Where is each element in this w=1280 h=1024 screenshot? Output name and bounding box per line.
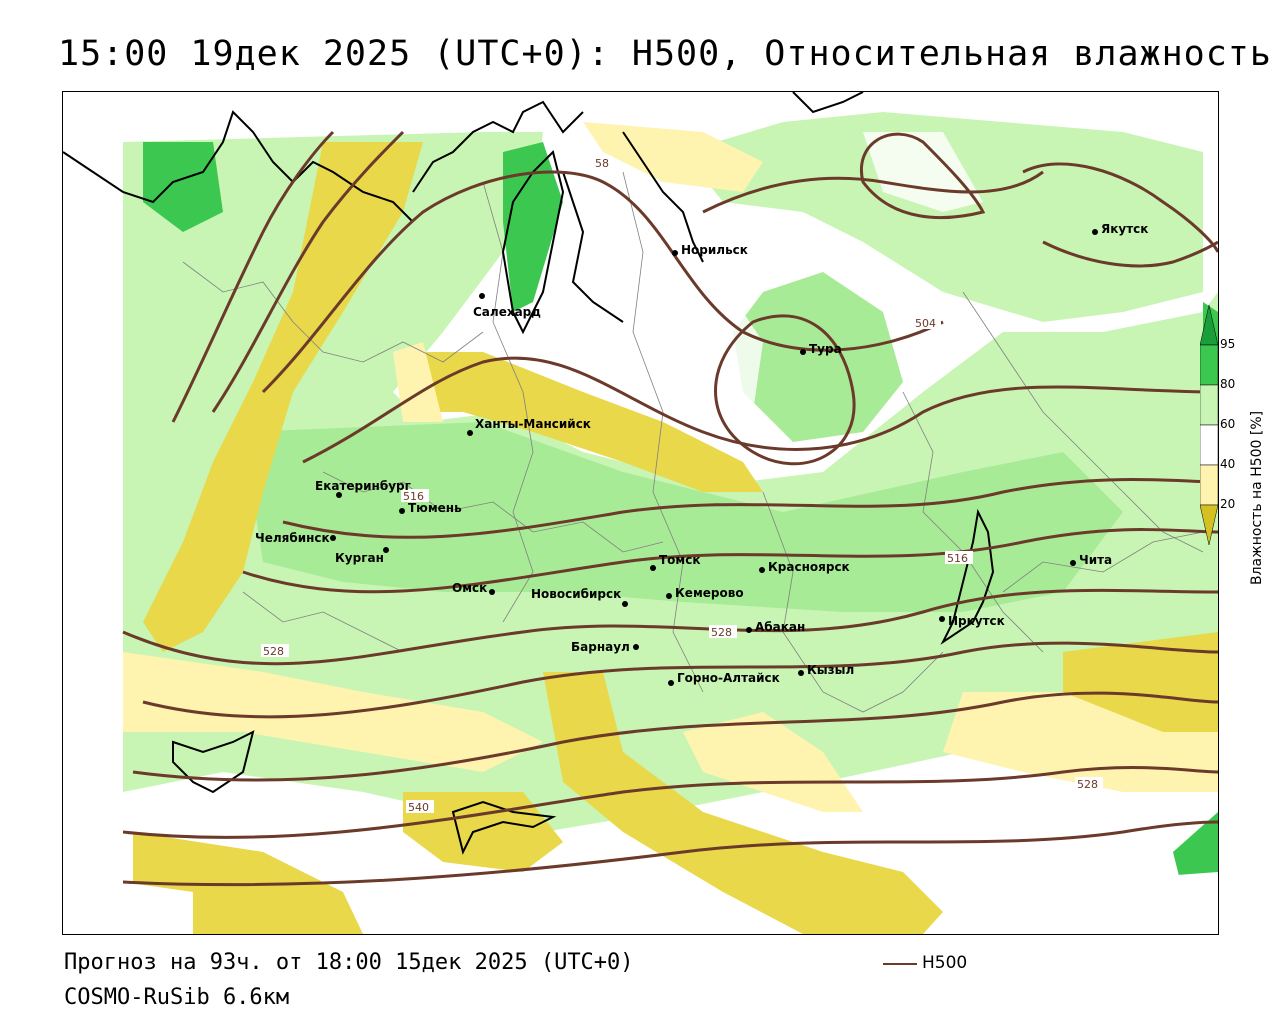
colorbar-svg: [1200, 305, 1218, 545]
contour-label: 528: [1077, 778, 1098, 791]
colorbar-title: Влажность на H500 [%]: [1249, 410, 1265, 585]
city-label: Чита: [1079, 553, 1112, 567]
city-label: Кемерово: [675, 586, 744, 600]
h500-legend-label: H500: [922, 953, 968, 973]
region-borders: [182, 171, 1204, 713]
contour-label: 540: [408, 801, 429, 814]
contour-label: 504: [915, 317, 936, 330]
city-markers: Норильск Якутск Салехард Тура Ханты-Манс…: [255, 222, 1148, 686]
contour-label: 516: [947, 552, 968, 565]
colorbar-tick-40: 40: [1220, 457, 1236, 471]
city-label: Салехард: [473, 305, 541, 319]
map-area[interactable]: 504 516 516 528 528 528 540 58 Норильск …: [62, 91, 1219, 935]
coastline: [63, 92, 995, 855]
city-label: Горно-Алтайск: [677, 671, 780, 685]
map-svg: 504 516 516 528 528 528 540 58 Норильск …: [63, 92, 1218, 934]
contour-label: 58: [595, 157, 609, 170]
city-label: Абакан: [755, 620, 805, 634]
city-label: Якутск: [1101, 222, 1148, 236]
city-label: Ханты-Мансийск: [475, 417, 591, 431]
city-label: Норильск: [681, 243, 748, 257]
colorbar-tick-60: 60: [1220, 417, 1236, 431]
city-label: Томск: [659, 553, 701, 567]
city-label: Тюмень: [408, 501, 462, 515]
city-label: Барнаул: [571, 640, 630, 654]
city-label: Иркутск: [948, 614, 1005, 628]
city-label: Кызыл: [807, 663, 854, 677]
colorbar-tick-80: 80: [1220, 377, 1236, 391]
city-label: Омск: [452, 581, 487, 595]
city-label: Челябинск: [255, 531, 330, 545]
city-label: Екатеринбург: [315, 479, 411, 493]
h500-legend-line: [883, 963, 917, 965]
contour-label: 528: [711, 626, 732, 639]
colorbar-tick-20: 20: [1220, 497, 1236, 511]
city-label: Тура: [809, 342, 842, 356]
model-name: COSMO-RuSib 6.6км: [64, 985, 290, 1010]
h500-contours: [122, 130, 1218, 887]
contour-labels: 504 516 516 528 528 528 540 58: [261, 156, 1103, 814]
contour-label: 516: [403, 490, 424, 503]
contour-label: 528: [263, 645, 284, 658]
map-title: 15:00 19дек 2025 (UTC+0): H500, Относите…: [58, 34, 1272, 74]
city-label: Курган: [335, 551, 384, 565]
forecast-info: Прогноз на 93ч. от 18:00 15дек 2025 (UTC…: [64, 950, 634, 975]
city-label: Новосибирск: [531, 587, 621, 601]
colorbar-tick-95: 95: [1220, 337, 1236, 351]
city-label: Красноярск: [768, 560, 850, 574]
